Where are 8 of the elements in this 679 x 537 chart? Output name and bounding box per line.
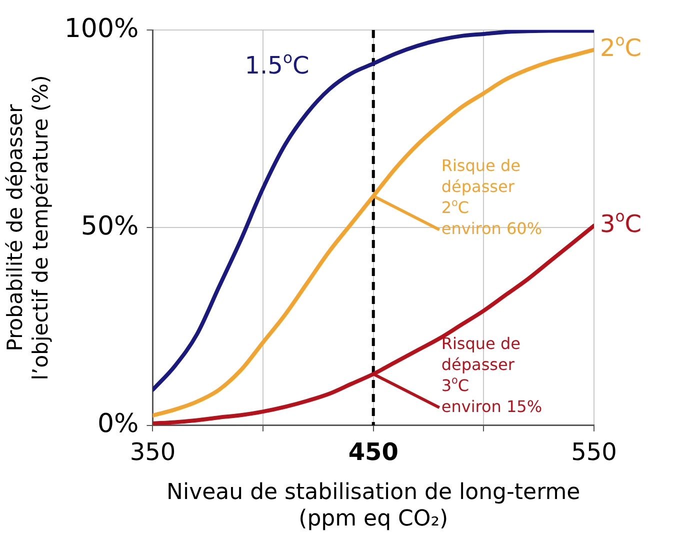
x-tick-label: 450 bbox=[348, 438, 398, 466]
y-tick-label: 50% bbox=[80, 211, 139, 242]
y-axis-title: Probabilité de dépasser l’objectif de température (%) bbox=[3, 75, 52, 380]
y-tick-label: 100% bbox=[64, 14, 139, 44]
y-tick-label: 0% bbox=[97, 409, 139, 440]
x-axis-title: Niveau de stabilisation de long-terme (ppm eq CO₂) bbox=[166, 480, 580, 532]
x-tick-label: 550 bbox=[571, 438, 617, 466]
x-tick-label: 350 bbox=[130, 438, 176, 466]
